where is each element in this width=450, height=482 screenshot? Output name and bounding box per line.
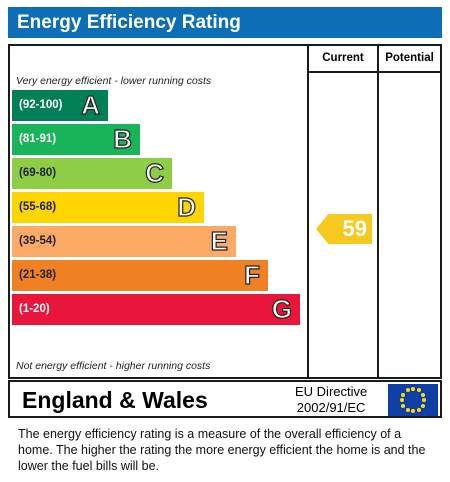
band-a: (92-100) A [12,89,108,121]
band-letter: F [244,259,261,290]
band-range: (39-54) [19,235,57,247]
band-e: (39-54) E [12,225,236,257]
band-g: (1-20) G [12,293,300,325]
band-letter: D [177,191,197,222]
flag-star [401,403,406,408]
flag-star [401,392,406,397]
eu-directive: EU Directive 2002/91/EC [295,384,367,416]
current-rating-value: 59 [342,216,367,241]
band-c: (69-80) C [12,157,172,189]
band-letter: B [113,123,133,154]
current-column-header: Current [322,52,364,64]
band-range: (69-80) [19,167,57,179]
eu-flag-icon [388,384,438,416]
chart-title: Energy Efficiency Rating [8,7,442,38]
band-range: (92-100) [19,99,63,111]
band-range: (21-38) [19,269,57,281]
flag-star [405,407,410,412]
flag-star [405,388,410,393]
flag-star [411,409,415,413]
band-range: (55-68) [19,201,57,213]
region-label: England & Wales [22,387,208,413]
flag-star [420,403,425,408]
column-divider [307,46,309,377]
column-divider [377,46,379,377]
flag-star [420,392,425,397]
inefficient-note: Not energy efficient - higher running co… [16,360,211,372]
band-b: (81-91) B [12,123,140,155]
flag-star [422,398,426,402]
band-letter: C [145,157,165,188]
band-letter: E [210,225,229,256]
band-d: (55-68) D [12,191,204,223]
band-letter: A [81,89,101,120]
header-divider [307,71,440,73]
flag-star [400,398,404,402]
footer-bar: England & Wales EU Directive 2002/91/EC [8,380,442,418]
band-f: (21-38) F [12,259,268,291]
flag-star [416,407,421,412]
rating-chart: Current Potential Very energy efficient … [8,44,442,379]
efficient-note: Very energy efficient - lower running co… [16,75,212,87]
directive-line-2: 2002/91/EC [296,400,366,415]
flag-star [411,387,415,391]
description-text: The energy efficiency rating is a measur… [18,427,426,473]
current-rating-arrow: 59 [316,214,372,244]
flag-star [416,388,421,393]
directive-line-1: EU Directive [295,384,368,399]
band-letter: G [271,293,292,324]
band-range: (1-20) [19,303,50,315]
band-range: (81-91) [19,133,57,145]
potential-column-header: Potential [385,52,434,64]
